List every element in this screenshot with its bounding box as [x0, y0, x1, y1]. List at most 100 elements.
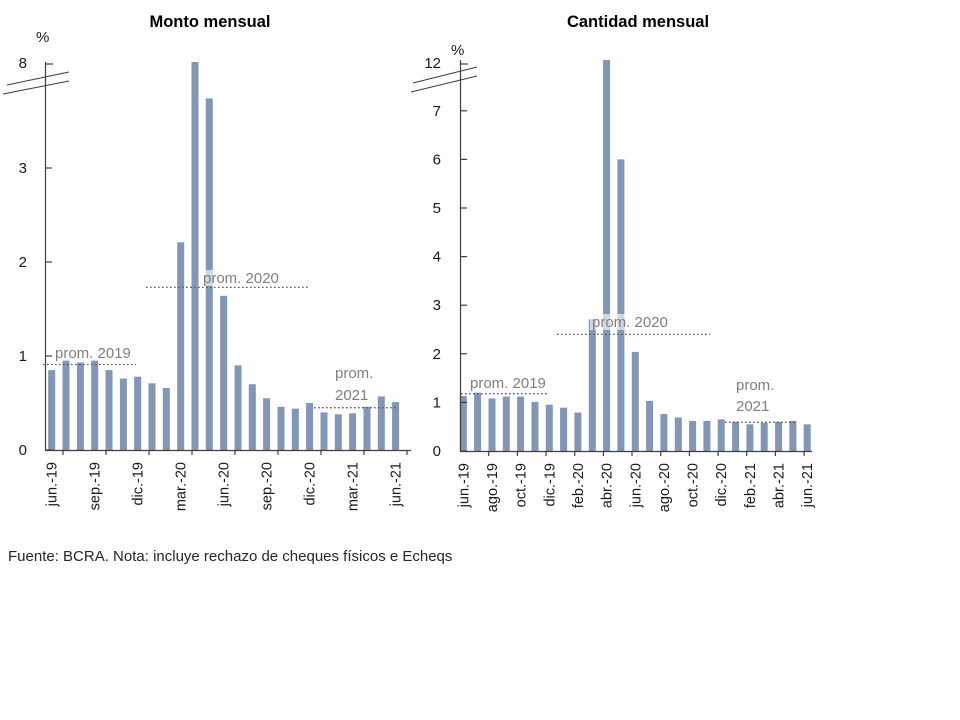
x-tick-label-mar.-20: mar.-20 — [174, 462, 190, 511]
bar-abr.-20 — [191, 62, 199, 450]
y-tick-label-3: 3 — [433, 297, 441, 314]
bar-sep.-20 — [674, 417, 682, 451]
x-tick-label-jun.-19: jun.-19 — [45, 462, 61, 507]
y-tick-label-1: 1 — [19, 348, 27, 365]
bar-jun.-21 — [803, 424, 811, 451]
bar-jun.-19 — [48, 370, 56, 450]
bar-ago.-20 — [660, 414, 668, 451]
x-tick-label-dic.-19: dic.-19 — [131, 462, 147, 506]
prom-2020-label: prom. 2020 — [592, 314, 668, 331]
bar-ene.-20 — [560, 407, 568, 451]
x-tick-label-dic.-19: dic.-19 — [542, 463, 558, 507]
x-tick-label-abr.-21: abr.-21 — [772, 463, 788, 508]
x-tick-label-dic.-20: dic.-20 — [303, 462, 319, 506]
prom-2021-label: prom. — [736, 377, 774, 394]
y-tick-label-7: 7 — [433, 103, 441, 120]
bar-ene.-21 — [732, 421, 740, 451]
bar-mar.-21 — [349, 413, 357, 450]
prom-2021-label-bg — [734, 398, 769, 414]
bar-jul.-20 — [234, 365, 242, 450]
x-tick-label-sep.-20: sep.-20 — [260, 462, 276, 510]
bar-dic.-20 — [306, 403, 314, 450]
bar-nov.-20 — [703, 420, 711, 451]
bar-oct.-20 — [277, 406, 285, 450]
y-tick-label-6: 6 — [433, 151, 441, 168]
axis-break-mark-1 — [2, 80, 70, 95]
prom-2019-label-bg — [53, 345, 135, 361]
bar-jun.-20 — [220, 295, 228, 450]
x-tick-label-jun.-20: jun.-20 — [628, 463, 644, 508]
prom-2021-label: 2021 — [736, 398, 769, 415]
prom-2021-label-bg — [333, 365, 376, 381]
bar-ene.-20 — [148, 383, 156, 450]
bar-mar.-20 — [588, 319, 596, 451]
bar-ago.-19 — [488, 398, 496, 451]
y-tick-label-5: 5 — [433, 200, 441, 217]
bar-feb.-21 — [746, 424, 754, 451]
bar-oct.-20 — [689, 420, 697, 451]
prom-2019-label-bg — [468, 375, 550, 391]
bar-feb.-21 — [334, 414, 342, 450]
chart-monto-plot: prom. 2019 prom. 2020 prom. 2021 0 1 2 3 8 jun.-1… — [2, 55, 411, 511]
bar-nov.-19 — [531, 401, 539, 451]
bar-may.-20 — [617, 159, 625, 451]
bar-oct.-19 — [105, 370, 113, 450]
y-tick-label-1: 1 — [433, 394, 441, 411]
x-tick-label-ago.-19: ago.-19 — [485, 463, 501, 512]
source-note: Fuente: BCRA. Nota: incluye rechazo de c… — [8, 548, 453, 565]
x-tick-label-jun.-19: jun.-19 — [456, 463, 472, 508]
bar-nov.-19 — [119, 378, 127, 450]
y-axis-unit-label-monto: % — [36, 29, 50, 46]
bar-jun.-20 — [631, 351, 639, 451]
prom-2019-label: prom. 2019 — [470, 375, 546, 392]
prom-2021-label-bg — [734, 377, 777, 393]
y-tick-label-0: 0 — [433, 443, 441, 460]
x-tick-label-abr.-20: abr.-20 — [600, 463, 616, 508]
bar-may.-21 — [789, 420, 797, 451]
bar-oct.-19 — [517, 396, 525, 451]
prom-2021-label: 2021 — [335, 387, 368, 404]
bar-nov.-20 — [291, 408, 299, 450]
x-tick-label-sep.-19: sep.-19 — [88, 462, 104, 510]
x-tick-label-oct.-19: oct.-19 — [514, 463, 530, 507]
bar-dic.-19 — [134, 376, 142, 450]
chart-title-monto: Monto mensual — [149, 13, 271, 31]
y-tick-label-2: 2 — [433, 346, 441, 363]
bar-abr.-21 — [363, 406, 371, 450]
bar-abr.-21 — [775, 421, 783, 451]
bar-feb.-20 — [162, 388, 170, 450]
y-axis-unit-label-cantidad: % — [451, 42, 465, 59]
x-tick-label-ago.-20: ago.-20 — [657, 463, 673, 512]
prom-2019-label: prom. 2019 — [55, 345, 131, 362]
bar-feb.-20 — [574, 412, 582, 451]
bar-jun.-21 — [392, 402, 400, 450]
axis-break-mark-0 — [6, 71, 70, 86]
y-tick-label-top: 8 — [19, 55, 27, 72]
x-tick-label-feb.-21: feb.-21 — [743, 463, 759, 508]
bar-dic.-19 — [545, 404, 553, 451]
y-tick-label-3: 3 — [19, 160, 27, 177]
chart-title-cantidad: Cantidad mensual — [566, 13, 710, 31]
axis-break-mark-0 — [412, 66, 478, 84]
bar-mar.-21 — [760, 422, 768, 451]
bar-jul.-20 — [646, 400, 654, 451]
y-tick-label-4: 4 — [433, 249, 441, 266]
prom-2021-label: prom. — [335, 365, 373, 382]
bar-sep.-20 — [263, 398, 271, 450]
bar-ago.-19 — [76, 362, 84, 450]
bar-jul.-19 — [474, 392, 482, 451]
bar-mar.-20 — [177, 242, 185, 450]
bar-sep.-19 — [502, 396, 510, 451]
x-tick-label-dic.-20: dic.-20 — [714, 463, 730, 507]
bar-jun.-19 — [459, 396, 467, 451]
prom-2020-label-bg — [590, 314, 672, 330]
bar-charts-canvas: prom. 2019 prom. 2020 prom. 2021 0 1 2 3 8 jun.-1… — [2, 55, 816, 512]
y-tick-label-2: 2 — [19, 254, 27, 271]
bar-may.-21 — [377, 396, 385, 450]
bar-jul.-19 — [62, 359, 70, 450]
x-tick-label-oct.-20: oct.-20 — [686, 463, 702, 507]
axis-break-mark-1 — [410, 75, 478, 93]
y-tick-label-0: 0 — [19, 442, 27, 459]
